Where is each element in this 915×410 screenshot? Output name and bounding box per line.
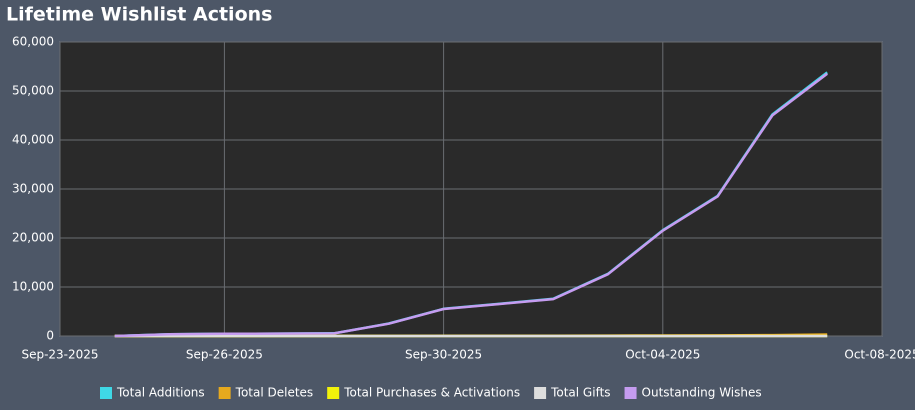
legend-label: Total Gifts: [550, 386, 610, 400]
legend: Total Additions Total Deletes Total Purcha…: [100, 386, 762, 400]
y-tick-label: 60,000: [12, 35, 54, 49]
legend-label: Total Purchases & Activations: [343, 386, 520, 400]
legend-swatch: [624, 387, 637, 399]
x-tick-label: Sep-30-2025: [405, 348, 482, 362]
legend-swatch: [327, 387, 340, 399]
legend-label: Total Deletes: [235, 386, 314, 400]
y-tick-label: 30,000: [12, 182, 54, 196]
y-tick-label: 20,000: [12, 231, 54, 245]
x-tick-label: Sep-23-2025: [21, 348, 98, 362]
legend-swatch: [534, 387, 547, 399]
legend-label: Total Additions: [116, 386, 205, 400]
x-tick-label: Oct-04-2025: [625, 348, 700, 362]
legend-swatch: [218, 387, 231, 399]
y-tick-label: 50,000: [12, 84, 54, 98]
series-line: [114, 72, 828, 338]
y-tick-label: 0: [46, 329, 54, 343]
y-tick-label: 40,000: [12, 133, 54, 147]
legend-label: Outstanding Wishes: [642, 386, 762, 400]
x-tick-label: Sep-26-2025: [186, 348, 263, 362]
x-tick-label: Oct-08-2025: [844, 348, 915, 362]
chart-title: Lifetime Wishlist Actions: [6, 4, 272, 26]
y-tick-label: 10,000: [12, 280, 54, 294]
legend-swatch: [100, 387, 112, 399]
